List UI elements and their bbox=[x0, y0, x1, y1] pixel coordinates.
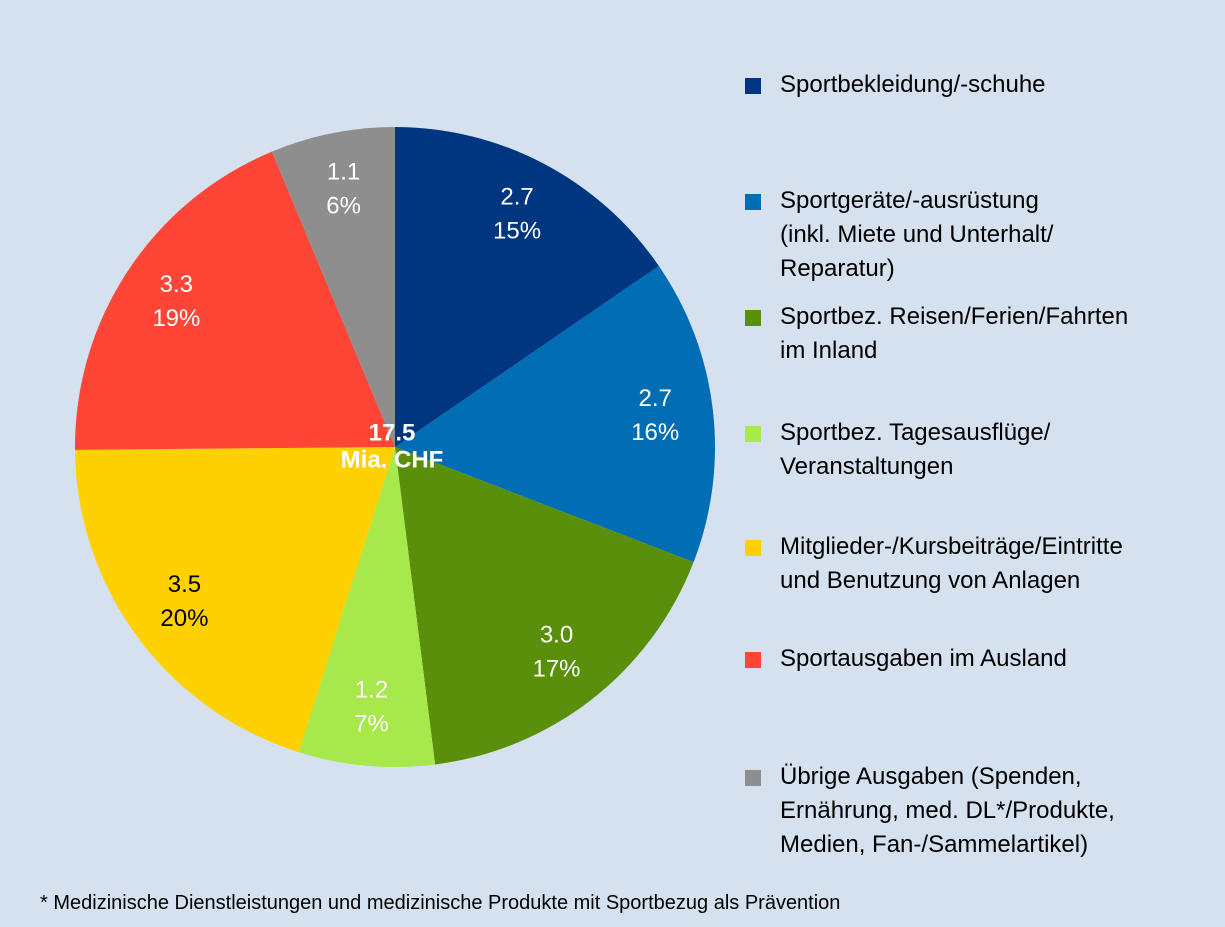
percent-label: 17% bbox=[532, 656, 580, 683]
pie-slice bbox=[271, 127, 395, 447]
percent-label: 15% bbox=[493, 218, 541, 245]
legend-label: Sportbekleidung/-schuhe bbox=[780, 71, 1046, 98]
total-unit: Mia. CHF bbox=[341, 446, 444, 473]
pie-slice bbox=[395, 265, 715, 563]
value-label: 1.1 bbox=[327, 158, 360, 185]
legend-label: Sportbez. Tagesausflüge/ Veranstaltungen bbox=[780, 419, 1051, 480]
legend-swatch bbox=[745, 770, 761, 786]
value-label: 1.2 bbox=[355, 676, 388, 703]
footnote: * Medizinische Dienstleistungen und medi… bbox=[40, 892, 841, 914]
legend-swatch bbox=[745, 310, 761, 326]
legend-swatch bbox=[745, 426, 761, 442]
legend-label: Sportausgaben im Ausland bbox=[780, 645, 1067, 672]
value-label: 3.0 bbox=[540, 622, 573, 649]
percent-label: 19% bbox=[152, 305, 200, 332]
legend-label: Übrige Ausgaben (Spenden, Ernährung, med… bbox=[780, 763, 1115, 858]
total-value: 17.5 bbox=[369, 419, 416, 446]
value-label: 2.7 bbox=[500, 184, 533, 211]
legend-label: Mitglieder-/Kursbeiträge/Eintritte und B… bbox=[780, 533, 1123, 594]
legend-swatch bbox=[745, 78, 761, 94]
value-label: 2.7 bbox=[639, 385, 672, 412]
pie-slice bbox=[75, 447, 396, 753]
legend-swatch bbox=[745, 652, 761, 668]
pie-slice bbox=[298, 447, 436, 767]
value-label: 3.3 bbox=[160, 271, 193, 298]
legend-swatch bbox=[745, 194, 761, 210]
percent-label: 6% bbox=[326, 192, 361, 219]
percent-label: 16% bbox=[631, 419, 679, 446]
pie-slice bbox=[395, 447, 694, 765]
percent-label: 7% bbox=[354, 710, 389, 737]
pie-slice bbox=[75, 151, 396, 450]
value-label: 3.5 bbox=[168, 571, 201, 598]
legend-label: Sportgeräte/-ausrüstung (inkl. Miete und… bbox=[780, 187, 1054, 282]
legend-label: Sportbez. Reisen/Ferien/Fahrten im Inlan… bbox=[780, 303, 1129, 364]
percent-label: 20% bbox=[160, 605, 208, 632]
legend-swatch bbox=[745, 540, 761, 556]
pie-slice bbox=[395, 127, 659, 447]
